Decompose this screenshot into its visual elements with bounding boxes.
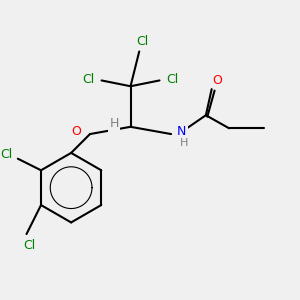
Text: Cl: Cl — [136, 35, 148, 48]
Text: Cl: Cl — [0, 148, 12, 161]
Text: Cl: Cl — [23, 239, 35, 252]
Text: N: N — [177, 125, 186, 138]
Text: O: O — [71, 125, 81, 138]
Text: H: H — [180, 138, 188, 148]
Text: Cl: Cl — [167, 73, 179, 85]
Text: H: H — [110, 117, 119, 130]
Text: O: O — [212, 74, 222, 87]
Text: Cl: Cl — [82, 73, 94, 85]
